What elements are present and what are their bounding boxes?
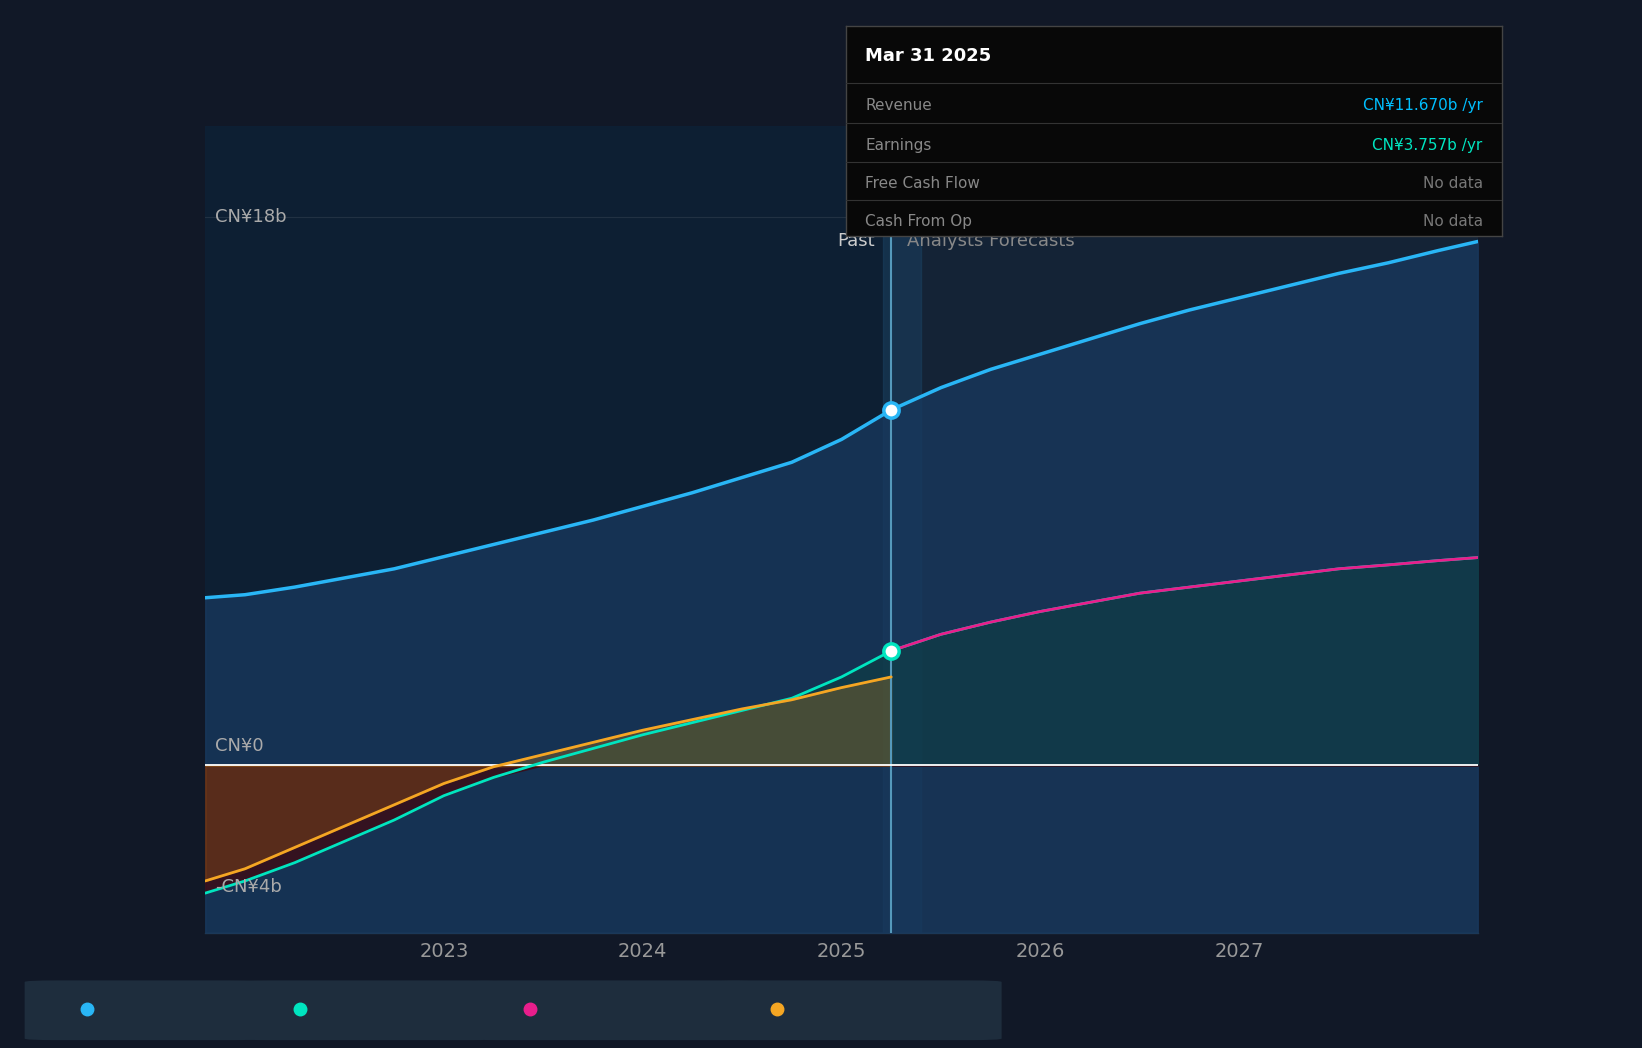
Bar bbox=[883, 126, 921, 933]
Text: No data: No data bbox=[1422, 176, 1483, 191]
Text: CN¥3.757b /yr: CN¥3.757b /yr bbox=[1373, 138, 1483, 153]
Text: Free Cash Flow: Free Cash Flow bbox=[865, 176, 980, 191]
Text: Revenue: Revenue bbox=[865, 99, 933, 113]
FancyBboxPatch shape bbox=[238, 981, 501, 1040]
Text: Cash From Op: Cash From Op bbox=[803, 1000, 920, 1018]
FancyBboxPatch shape bbox=[25, 981, 263, 1040]
Text: Earnings: Earnings bbox=[327, 1000, 399, 1018]
Bar bbox=[892, 126, 1478, 933]
Text: Cash From Op: Cash From Op bbox=[865, 214, 972, 228]
Text: -CN¥4b: -CN¥4b bbox=[215, 878, 282, 896]
Text: No data: No data bbox=[1422, 214, 1483, 228]
Text: CN¥11.670b /yr: CN¥11.670b /yr bbox=[1363, 99, 1483, 113]
Text: Free Cash Flow: Free Cash Flow bbox=[557, 1000, 681, 1018]
Text: Past: Past bbox=[837, 233, 875, 250]
FancyBboxPatch shape bbox=[468, 981, 755, 1040]
Text: Revenue: Revenue bbox=[113, 1000, 186, 1018]
Text: CN¥0: CN¥0 bbox=[215, 737, 264, 755]
Bar bbox=[205, 126, 892, 933]
FancyBboxPatch shape bbox=[714, 981, 1002, 1040]
Text: Earnings: Earnings bbox=[865, 138, 931, 153]
Text: Mar 31 2025: Mar 31 2025 bbox=[865, 47, 992, 65]
Text: Analysts Forecasts: Analysts Forecasts bbox=[906, 233, 1076, 250]
Text: CN¥18b: CN¥18b bbox=[215, 209, 287, 226]
